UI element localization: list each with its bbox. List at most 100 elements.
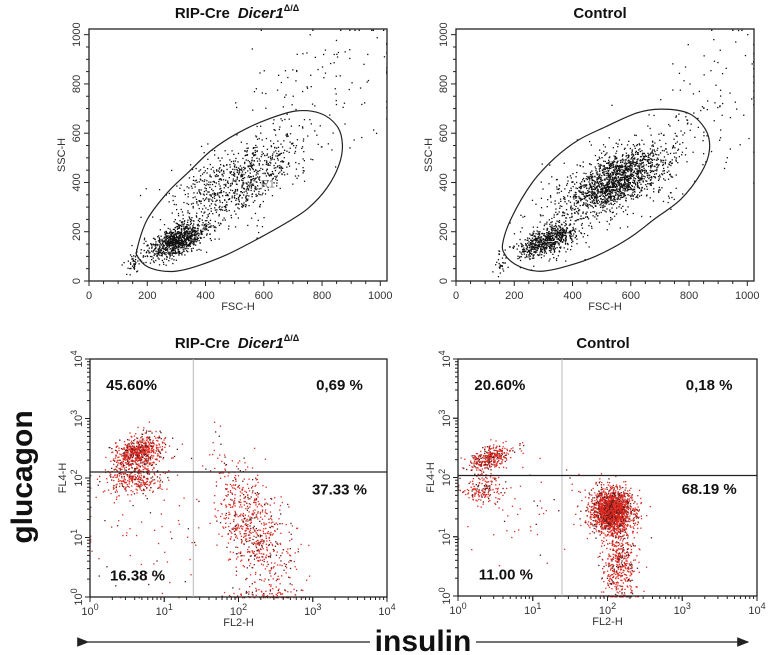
event-dot <box>551 244 553 246</box>
event-dot <box>545 238 547 240</box>
event-dot <box>548 235 550 237</box>
event-dot <box>269 173 272 176</box>
event-dot <box>256 160 259 162</box>
event-dot <box>227 194 229 197</box>
event-dot <box>624 147 626 149</box>
event-dot <box>607 162 609 164</box>
event-dot <box>525 250 527 252</box>
event-dot <box>646 185 648 188</box>
event-dot <box>711 29 713 31</box>
event-dot <box>616 198 618 200</box>
event-dot <box>596 173 599 175</box>
event-dot <box>588 188 590 190</box>
event-dot <box>302 170 304 172</box>
event-dot <box>164 248 166 251</box>
event-dot <box>606 200 608 202</box>
event-dot <box>649 127 651 130</box>
event-dot <box>246 186 249 188</box>
event-dot <box>588 190 590 193</box>
event-dot <box>179 246 181 248</box>
event-dot <box>528 247 530 249</box>
event-dot <box>524 256 526 259</box>
event-dot <box>630 195 632 198</box>
event-dot <box>199 192 201 194</box>
event-dot <box>528 258 531 260</box>
event-dot <box>144 453 147 455</box>
event-dot <box>132 258 134 260</box>
event-dot <box>618 169 620 171</box>
event-dot <box>259 72 261 74</box>
event-dot <box>335 99 337 102</box>
event-dot <box>541 251 543 253</box>
event-dot <box>543 250 546 252</box>
event-dot <box>617 197 619 199</box>
event-dot <box>604 193 606 195</box>
event-dot <box>548 237 550 239</box>
event-dot <box>658 133 660 135</box>
event-dot <box>200 237 202 239</box>
event-dot <box>145 436 148 439</box>
event-dot <box>678 113 680 115</box>
event-dot <box>532 243 534 245</box>
event-dot <box>513 233 516 235</box>
event-dot <box>558 188 560 190</box>
event-dot <box>597 159 599 161</box>
event-dot <box>603 198 605 200</box>
event-dot <box>179 243 181 245</box>
event-dot <box>181 225 183 227</box>
event-dot <box>177 227 180 229</box>
event-dot <box>555 259 558 262</box>
event-dot <box>201 224 203 226</box>
event-dot <box>721 114 723 116</box>
event-dot <box>234 164 236 166</box>
event-dot <box>159 240 161 242</box>
event-dot <box>567 195 569 197</box>
event-dot <box>595 172 598 174</box>
event-dot <box>141 454 143 456</box>
event-dot <box>674 132 676 135</box>
event-dot <box>564 240 567 242</box>
event-dot <box>211 183 214 186</box>
event-dot <box>630 167 632 170</box>
event-dot <box>268 175 271 177</box>
event-dot <box>223 217 225 219</box>
event-dot <box>172 248 174 250</box>
event-dot <box>274 169 277 172</box>
event-dot <box>574 211 576 214</box>
event-dot <box>223 191 225 193</box>
event-dot <box>622 172 624 174</box>
event-dot <box>579 218 581 220</box>
event-dot <box>244 167 246 169</box>
event-dot <box>606 229 608 231</box>
event-dot <box>303 180 306 182</box>
event-dot <box>571 238 573 240</box>
event-dot <box>571 181 573 183</box>
event-dot <box>719 106 721 108</box>
event-dot <box>566 227 569 230</box>
event-dot <box>130 448 133 450</box>
event-dot <box>721 73 724 75</box>
event-dot <box>179 236 181 238</box>
event-dot <box>161 441 164 443</box>
event-dot <box>567 248 569 250</box>
event-dot <box>626 183 628 185</box>
event-dot <box>178 240 180 243</box>
event-dot <box>627 184 629 186</box>
event-dot <box>703 131 705 133</box>
event-dot <box>553 239 555 241</box>
event-dot <box>634 134 636 136</box>
event-dot <box>640 177 643 179</box>
event-dot <box>628 186 630 189</box>
event-dot <box>649 165 652 167</box>
event-dot <box>120 454 122 456</box>
event-dot <box>255 188 257 191</box>
event-dot <box>150 243 153 246</box>
event-dot <box>195 198 198 200</box>
event-dot <box>593 196 596 199</box>
event-dot <box>636 144 638 147</box>
event-dot <box>550 239 552 241</box>
event-dot <box>132 451 134 453</box>
event-dot <box>546 221 548 223</box>
event-dot <box>502 268 504 270</box>
event-dot <box>218 192 221 194</box>
